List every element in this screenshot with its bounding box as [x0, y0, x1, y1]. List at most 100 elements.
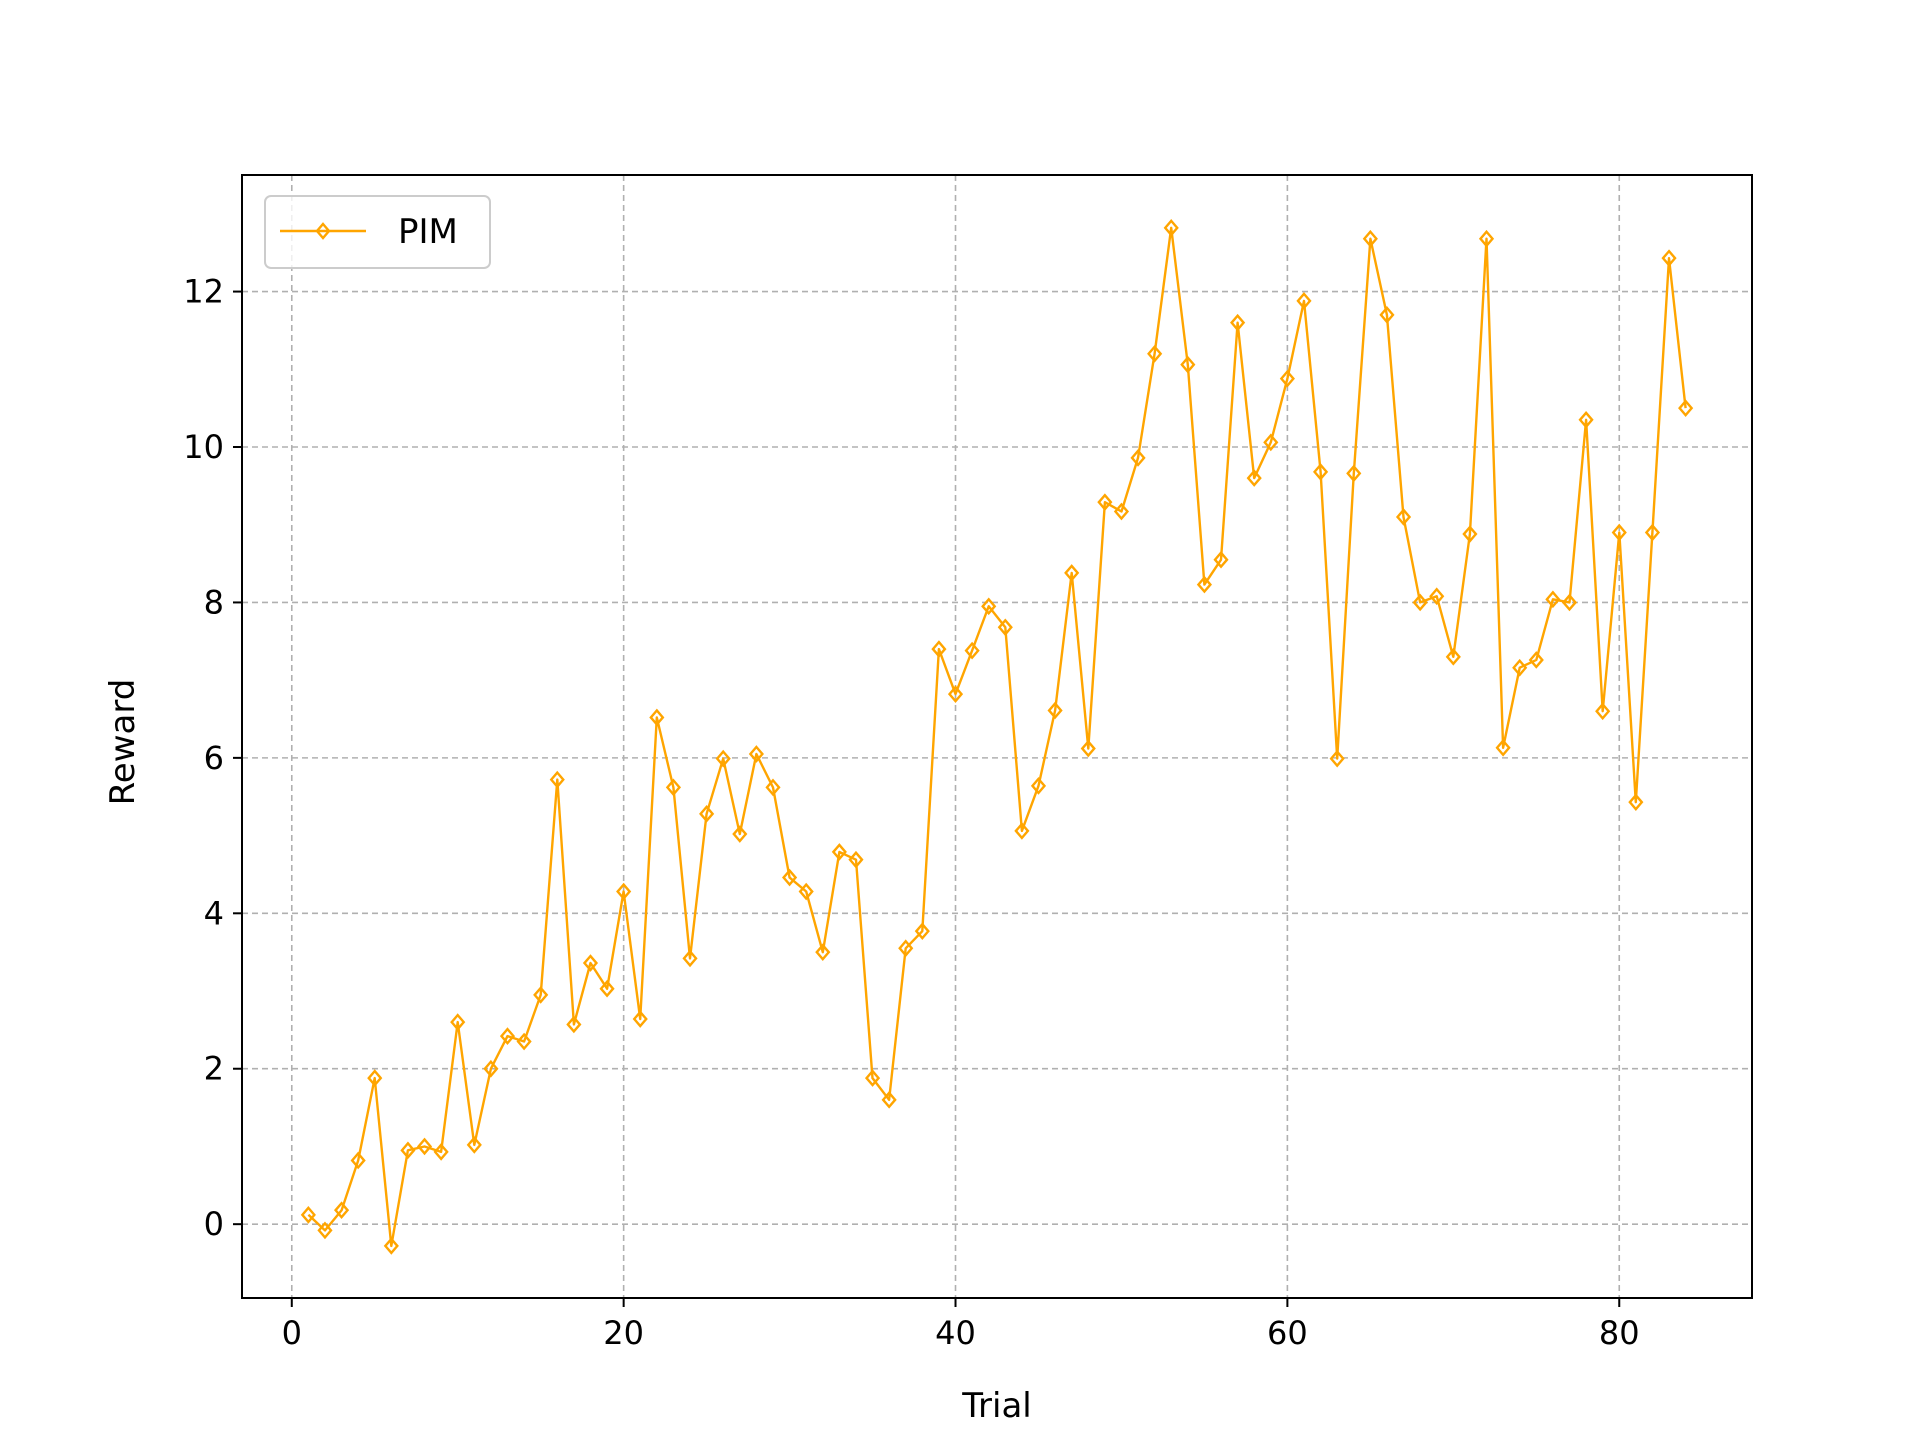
data-point — [1030, 777, 1047, 795]
data-point — [1512, 658, 1528, 677]
data-point — [300, 1205, 316, 1224]
data-point — [1130, 449, 1146, 467]
data-point — [400, 1141, 416, 1160]
data-point — [1279, 369, 1295, 388]
x-tick-label: 60 — [1267, 1314, 1308, 1352]
data-point — [1412, 593, 1428, 612]
data-point — [732, 825, 748, 843]
data-point — [533, 986, 549, 1004]
data-point — [1395, 508, 1412, 526]
grid — [242, 175, 1752, 1298]
data-point — [1329, 749, 1345, 768]
data-point — [699, 804, 715, 823]
y-tick-label: 8 — [204, 583, 224, 621]
data-point — [1611, 523, 1627, 542]
data-point — [1445, 647, 1461, 666]
legend-label: PIM — [398, 212, 458, 252]
data-point — [483, 1059, 499, 1078]
y-tick-label: 6 — [204, 739, 224, 777]
data-point — [1595, 702, 1611, 721]
data-point — [1163, 219, 1179, 237]
x-tick-label: 0 — [282, 1314, 302, 1352]
data-point — [1379, 306, 1395, 324]
data-point — [931, 640, 947, 658]
data-point — [1429, 587, 1445, 606]
data-point — [367, 1069, 383, 1087]
data-point — [1678, 399, 1694, 417]
series-line-pim — [307, 226, 1687, 1248]
data-point — [881, 1090, 897, 1109]
data-point — [1014, 822, 1030, 840]
x-tick-label: 80 — [1599, 1314, 1640, 1352]
data-point — [1561, 593, 1578, 612]
data-point — [782, 868, 798, 887]
y-tick-label: 0 — [204, 1205, 224, 1243]
data-point — [1478, 229, 1495, 248]
y-tick-label: 10 — [183, 428, 224, 466]
plot-frame — [241, 174, 1753, 1299]
data-point — [1312, 463, 1329, 481]
data-point — [582, 954, 599, 972]
data-point — [1644, 523, 1661, 542]
data-point — [549, 770, 565, 789]
y-axis-label: Reward — [103, 679, 143, 806]
data-point — [1346, 464, 1362, 483]
series-layer — [300, 219, 1694, 1255]
data-point — [1296, 292, 1312, 310]
data-point — [616, 882, 632, 901]
data-point — [333, 1201, 350, 1220]
data-point — [682, 949, 698, 968]
data-point — [1578, 410, 1594, 429]
data-point — [1246, 469, 1262, 487]
data-point — [566, 1015, 582, 1034]
data-point — [1661, 249, 1677, 267]
data-point — [1495, 738, 1511, 757]
data-point — [1113, 502, 1130, 521]
x-tick-label: 40 — [935, 1314, 976, 1352]
x-axis-label: Trial — [961, 1386, 1031, 1426]
data-point — [450, 1013, 466, 1031]
legend-marker-sample — [315, 222, 331, 240]
data-point — [815, 943, 831, 962]
data-point — [997, 618, 1013, 637]
data-point — [466, 1136, 482, 1154]
data-point — [947, 685, 964, 703]
data-point — [1628, 793, 1644, 812]
data-point — [981, 597, 997, 616]
data-point — [665, 778, 682, 797]
data-point — [1180, 355, 1196, 374]
data-point — [383, 1237, 399, 1255]
data-point — [1080, 739, 1096, 758]
data-point — [599, 979, 615, 998]
data-point — [898, 939, 914, 958]
data-point — [748, 745, 764, 763]
data-point — [1263, 433, 1279, 452]
y-tick-label: 2 — [204, 1050, 224, 1088]
data-point — [1545, 590, 1561, 609]
data-point — [649, 708, 665, 727]
data-point — [1462, 525, 1478, 543]
data-point — [831, 843, 847, 861]
legend-box — [264, 195, 491, 269]
data-point — [765, 778, 781, 797]
data-point — [1047, 701, 1063, 720]
data-point — [848, 850, 864, 869]
data-point — [715, 749, 731, 768]
data-point — [1362, 229, 1378, 248]
data-point — [1064, 564, 1080, 582]
data-point — [516, 1032, 532, 1051]
data-point — [350, 1151, 366, 1170]
y-tick-label: 4 — [204, 894, 224, 932]
data-point — [1196, 575, 1213, 594]
legend: PIM — [264, 195, 491, 269]
data-point — [798, 882, 814, 901]
data-point — [317, 1221, 333, 1240]
data-point — [1213, 550, 1229, 569]
ticks: 0 20 40 60 80 0 2 4 6 8 10 12 — [183, 273, 1639, 1352]
data-point — [433, 1143, 449, 1161]
data-point — [499, 1027, 516, 1045]
data-point — [632, 1010, 648, 1028]
data-point — [964, 641, 980, 660]
x-tick-label: 20 — [603, 1314, 644, 1352]
